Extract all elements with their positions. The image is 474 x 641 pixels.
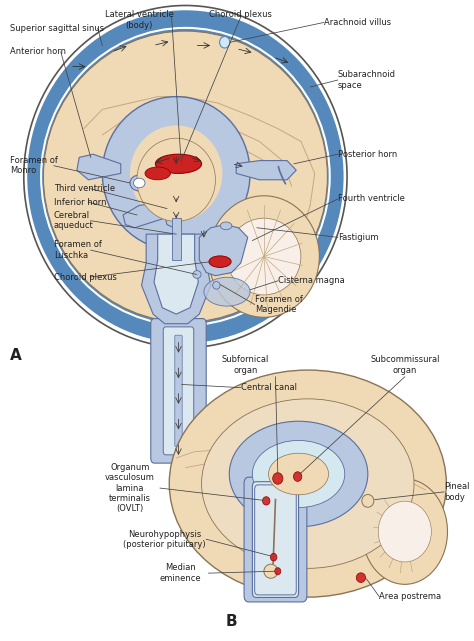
Text: Foramen of
Magendie: Foramen of Magendie [255, 295, 302, 314]
FancyArrowPatch shape [278, 167, 285, 184]
Ellipse shape [155, 154, 201, 173]
Ellipse shape [130, 175, 148, 191]
Ellipse shape [220, 222, 232, 229]
Text: Cerebral
aqueduct: Cerebral aqueduct [54, 211, 93, 230]
Ellipse shape [130, 126, 222, 221]
Text: Fourth ventricle: Fourth ventricle [338, 194, 405, 203]
Ellipse shape [102, 97, 250, 250]
Text: Choroid plexus: Choroid plexus [54, 272, 117, 281]
Text: Arachnoid villus: Arachnoid villus [324, 18, 391, 27]
Ellipse shape [213, 281, 220, 289]
Text: Superior sagittal sinus: Superior sagittal sinus [10, 24, 104, 33]
Ellipse shape [378, 501, 431, 562]
Text: Inferior horn: Inferior horn [54, 197, 106, 206]
Ellipse shape [362, 494, 374, 507]
Ellipse shape [362, 479, 447, 585]
FancyBboxPatch shape [255, 485, 296, 595]
Text: A: A [10, 348, 22, 363]
Ellipse shape [264, 564, 278, 578]
Text: Median
eminence: Median eminence [160, 563, 201, 583]
Ellipse shape [356, 573, 365, 583]
FancyBboxPatch shape [151, 319, 206, 463]
Polygon shape [154, 234, 198, 314]
Ellipse shape [275, 568, 281, 575]
Ellipse shape [219, 37, 230, 48]
Ellipse shape [227, 218, 301, 295]
Text: Third ventricle: Third ventricle [54, 184, 115, 193]
Text: Fastigium: Fastigium [338, 233, 378, 242]
Ellipse shape [252, 440, 345, 508]
Text: Subcommissural
organ: Subcommissural organ [370, 356, 439, 375]
Polygon shape [236, 161, 296, 179]
Text: Organum
vasculosum
lamina
terminalis
(OVLT): Organum vasculosum lamina terminalis (OV… [105, 463, 155, 513]
Ellipse shape [209, 196, 319, 317]
Text: Neurohypophysis
(posterior pituitary): Neurohypophysis (posterior pituitary) [123, 529, 206, 549]
Ellipse shape [263, 497, 270, 505]
FancyBboxPatch shape [175, 335, 182, 447]
Text: Anterior horn: Anterior horn [10, 47, 66, 56]
Ellipse shape [293, 472, 302, 481]
Polygon shape [172, 218, 181, 260]
Ellipse shape [145, 167, 171, 179]
Text: Area postrema: Area postrema [379, 592, 441, 601]
Text: Pineal
body: Pineal body [444, 482, 470, 502]
Ellipse shape [201, 399, 414, 569]
Ellipse shape [204, 278, 250, 306]
Text: B: B [226, 613, 237, 629]
Ellipse shape [193, 271, 201, 278]
Text: Subfornical
organ: Subfornical organ [222, 356, 269, 375]
Ellipse shape [169, 370, 447, 597]
Ellipse shape [269, 453, 328, 495]
Text: Foramen of
Luschka: Foramen of Luschka [54, 240, 102, 260]
FancyBboxPatch shape [244, 477, 307, 602]
Ellipse shape [137, 138, 216, 221]
Text: Lateral ventricle
(body): Lateral ventricle (body) [105, 10, 173, 29]
Text: Cisterna magna: Cisterna magna [278, 276, 345, 285]
Text: Foramen of
Monro: Foramen of Monro [10, 156, 58, 176]
Text: Choroid plexus: Choroid plexus [210, 10, 272, 19]
Polygon shape [164, 196, 183, 228]
Ellipse shape [229, 421, 368, 527]
Text: Posterior horn: Posterior horn [338, 150, 397, 159]
Ellipse shape [273, 472, 283, 484]
FancyBboxPatch shape [252, 481, 299, 597]
Polygon shape [142, 234, 211, 324]
Ellipse shape [27, 10, 344, 343]
Polygon shape [199, 224, 248, 276]
Ellipse shape [270, 553, 277, 561]
Text: Subarachnoid
space: Subarachnoid space [338, 71, 396, 90]
Polygon shape [77, 154, 121, 179]
Ellipse shape [209, 256, 231, 267]
Ellipse shape [44, 31, 328, 322]
Polygon shape [123, 202, 164, 228]
Text: Central canal: Central canal [241, 383, 297, 392]
FancyBboxPatch shape [163, 327, 194, 455]
Ellipse shape [134, 178, 145, 188]
